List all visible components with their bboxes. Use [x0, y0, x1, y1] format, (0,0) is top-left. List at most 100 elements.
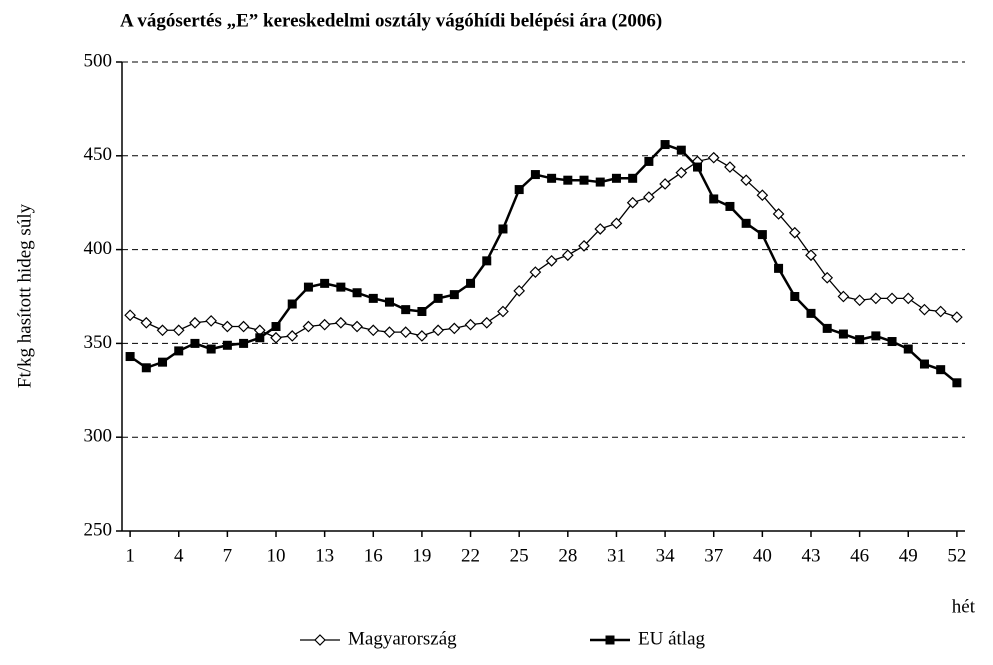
point: [497, 305, 509, 318]
point: [221, 320, 234, 333]
y-tick-label: 500: [84, 50, 113, 71]
point: [578, 239, 590, 252]
point: [286, 330, 299, 342]
point: [352, 288, 362, 298]
point: [951, 311, 963, 323]
legend-marker: [605, 635, 615, 645]
y-tick-label: 250: [84, 519, 113, 540]
x-tick-label: 52: [947, 545, 966, 566]
x-tick-label: 31: [607, 545, 626, 566]
point: [724, 161, 736, 173]
point: [628, 173, 638, 183]
point: [416, 330, 428, 342]
point: [125, 352, 135, 362]
legend-label: Magyarország: [348, 628, 457, 649]
point: [659, 178, 671, 190]
point: [368, 293, 378, 303]
point: [805, 249, 817, 262]
point: [660, 140, 670, 150]
point: [952, 378, 962, 388]
point: [675, 166, 688, 179]
point: [934, 305, 947, 318]
series-line: [129, 143, 958, 384]
point: [140, 316, 153, 329]
y-tick-label: 450: [84, 144, 113, 165]
point: [399, 326, 412, 338]
point: [303, 282, 313, 292]
point: [530, 170, 540, 180]
point: [822, 323, 832, 333]
point: [757, 230, 767, 240]
point: [709, 194, 719, 204]
point: [205, 315, 218, 327]
point: [853, 294, 866, 307]
point: [643, 191, 655, 203]
point: [172, 324, 185, 337]
point: [449, 290, 459, 300]
point: [384, 297, 394, 307]
x-tick-label: 40: [753, 545, 772, 566]
point: [611, 173, 621, 183]
point: [741, 218, 751, 228]
point: [919, 359, 929, 369]
point: [902, 292, 915, 305]
point: [869, 292, 882, 305]
x-tick-label: 1: [125, 545, 135, 566]
point: [482, 256, 492, 266]
point: [433, 293, 443, 303]
y-tick-label: 400: [84, 238, 113, 259]
point: [774, 263, 784, 273]
point: [626, 196, 639, 209]
x-tick-label: 4: [174, 545, 184, 566]
point: [918, 303, 931, 316]
point: [222, 340, 232, 350]
x-tick-label: 43: [801, 545, 820, 566]
x-tick-label: 37: [704, 545, 723, 566]
point: [756, 189, 769, 202]
point: [561, 249, 574, 262]
point: [351, 320, 363, 333]
point: [903, 344, 913, 354]
chart-title: A vágósertés „E” kereskedelmi osztály vá…: [120, 10, 662, 31]
point: [837, 290, 850, 303]
x-axis-label: hét: [952, 596, 976, 617]
x-tick-label: 46: [850, 545, 869, 566]
point: [806, 308, 816, 318]
x-tick-label: 10: [267, 545, 286, 566]
point: [693, 162, 703, 172]
point: [448, 322, 461, 335]
point: [855, 335, 865, 345]
point: [788, 226, 801, 239]
point: [270, 331, 282, 344]
point: [318, 318, 331, 331]
point: [594, 223, 607, 235]
point: [563, 175, 573, 185]
point: [595, 177, 605, 187]
point: [239, 338, 249, 348]
x-tick-label: 7: [223, 545, 233, 566]
point: [725, 201, 735, 211]
legend-marker: [314, 634, 326, 646]
point: [480, 316, 493, 329]
y-axis-label: Ft/kg hasított hideg súly: [14, 203, 35, 388]
point: [887, 337, 897, 347]
point: [383, 326, 396, 338]
point: [320, 278, 330, 288]
x-tick-label: 34: [656, 545, 676, 566]
point: [936, 365, 946, 375]
point: [707, 151, 720, 164]
point: [189, 316, 201, 329]
point: [579, 175, 589, 185]
x-tick-label: 19: [412, 545, 431, 566]
point: [190, 338, 200, 348]
point: [206, 344, 216, 354]
point: [466, 278, 476, 288]
point: [401, 305, 411, 315]
point: [545, 255, 558, 267]
point: [610, 217, 623, 230]
point: [529, 266, 542, 278]
point: [287, 299, 297, 309]
point: [417, 307, 427, 317]
x-tick-label: 16: [364, 545, 383, 566]
